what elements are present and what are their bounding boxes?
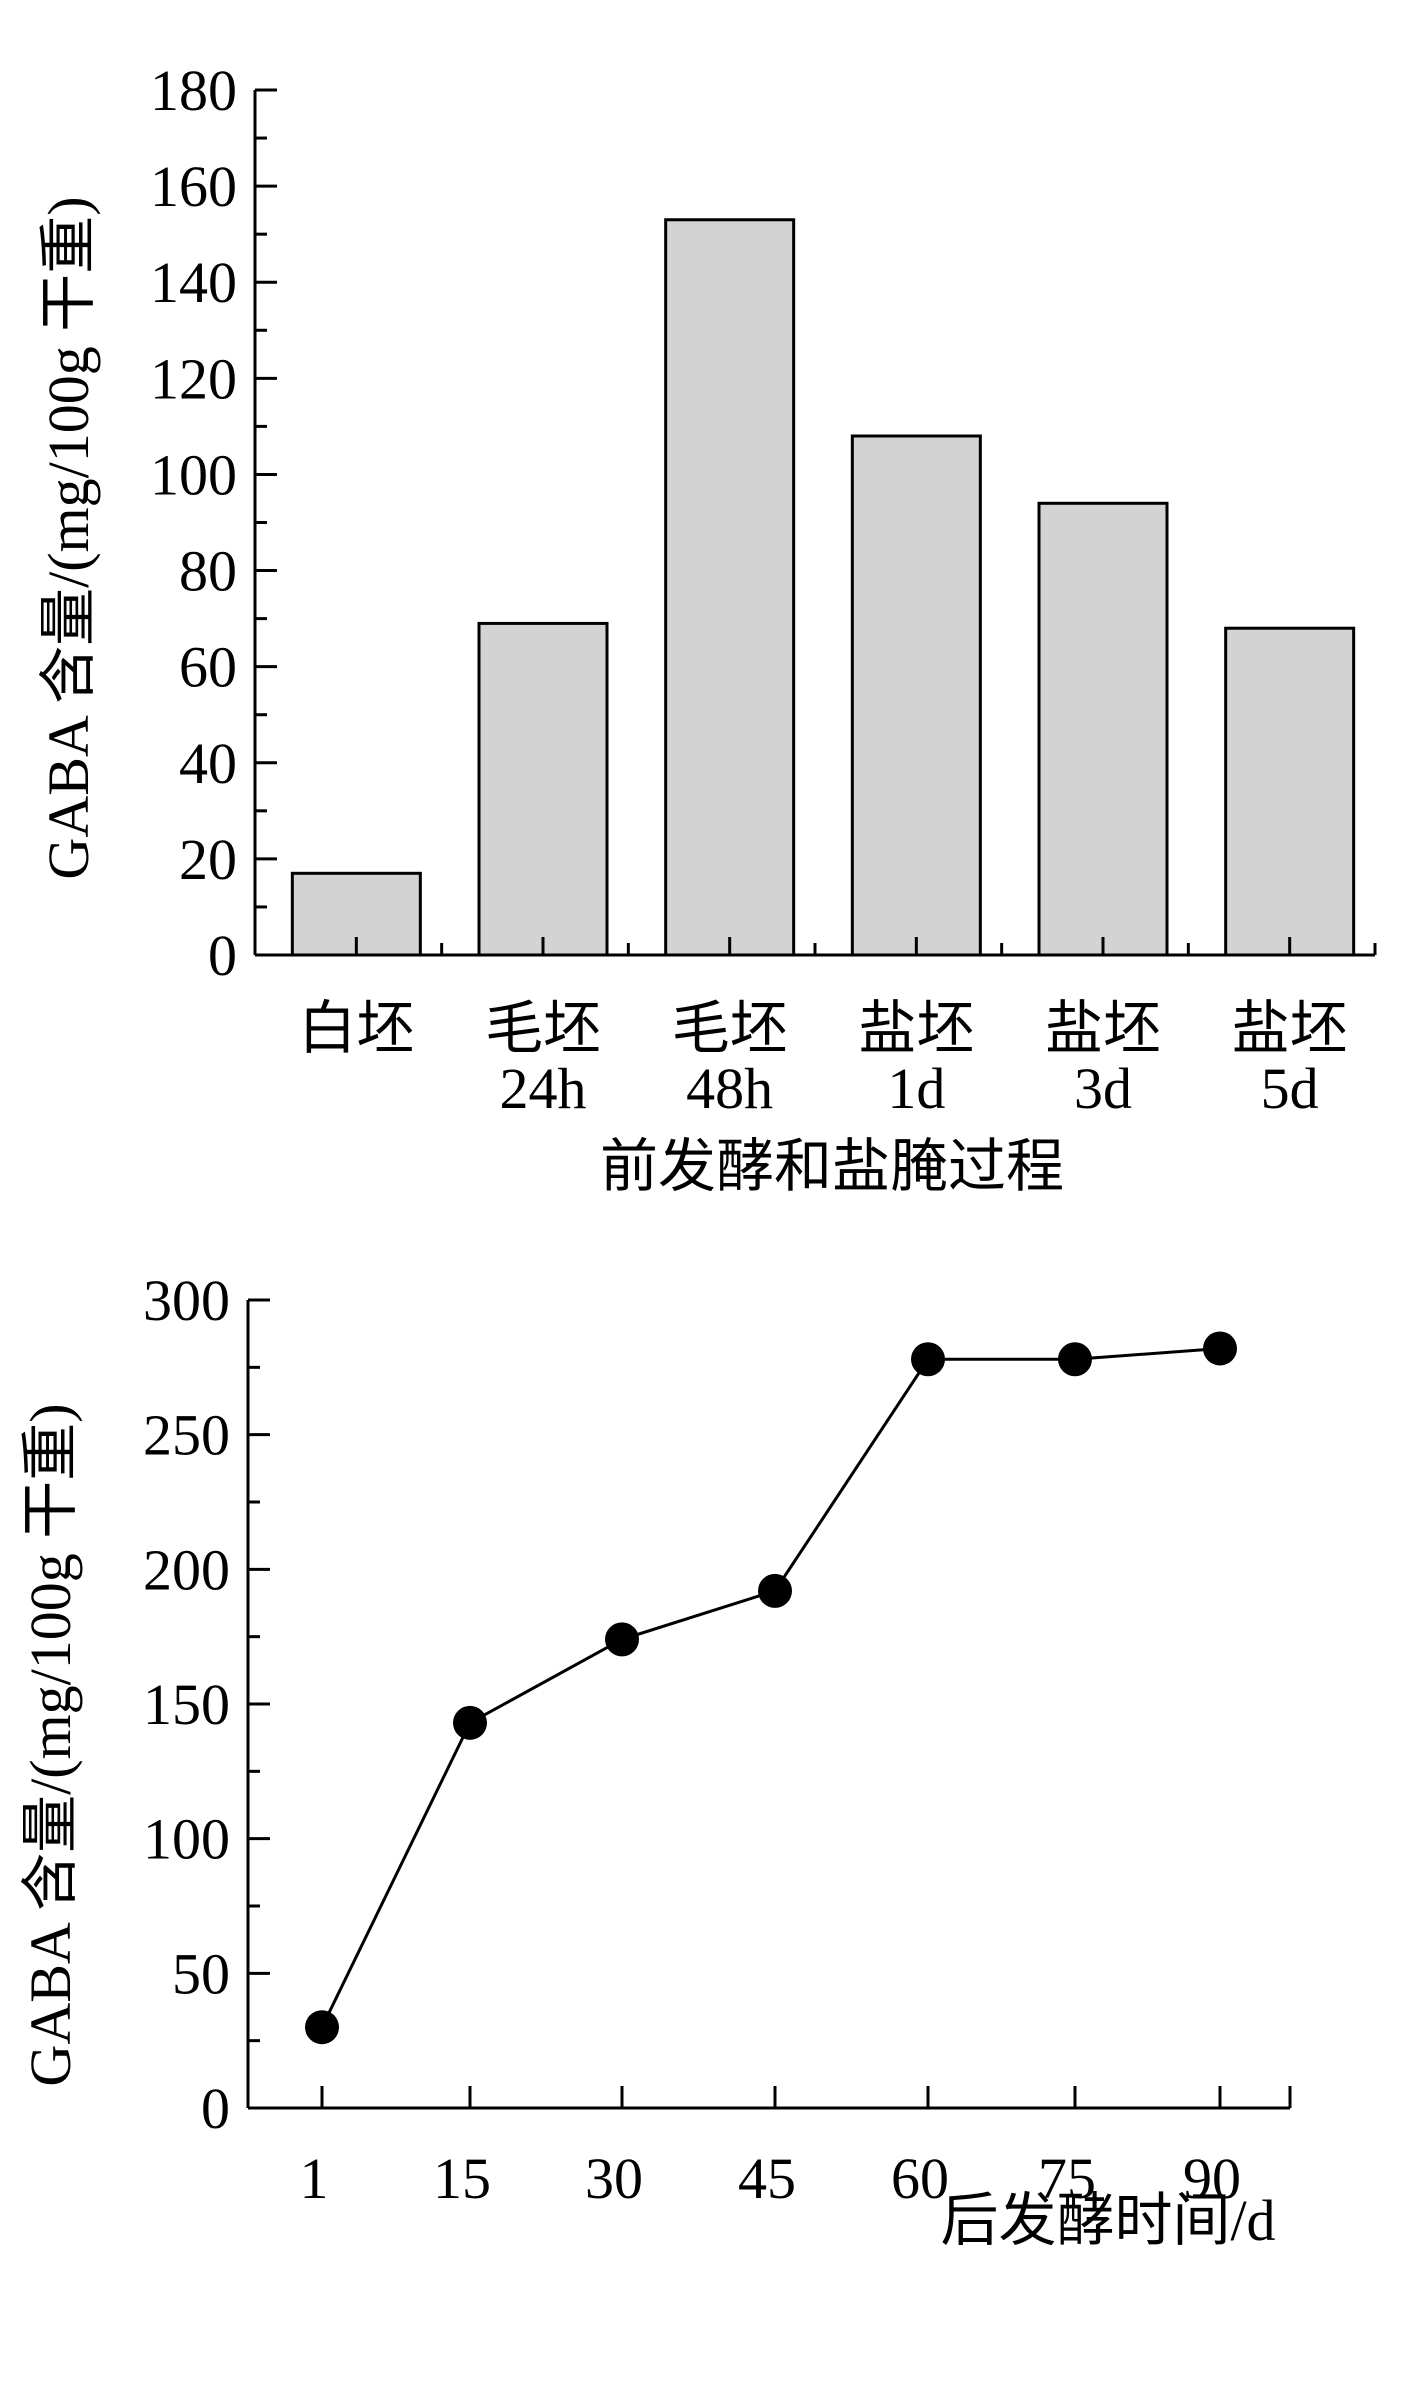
bar-chart-x-tick-label-line: 5d [1261, 1056, 1319, 1121]
bar-chart-x-tick-label: 盐坯 1d [858, 996, 974, 1121]
bar [1037, 501, 1169, 957]
bar-chart-x-tick-label: 盐坯 3d [1045, 996, 1161, 1121]
bar-chart-y-tick-label: 20 [179, 827, 237, 892]
bar-chart-y-tick-label: 100 [150, 442, 237, 507]
data-point [305, 2010, 339, 2045]
line-chart-x-tick-label: 75 [1038, 2146, 1096, 2211]
data-point [453, 1705, 487, 1740]
line-chart-y-axis-title: GABA 含量/(mg/100g 干重) [18, 1403, 83, 2086]
bar [477, 621, 609, 957]
line-chart-y-tick-label: 300 [143, 1268, 230, 1333]
series-line [320, 1346, 1221, 2028]
bar-chart-x-tick-label: 毛坯 48h [672, 996, 788, 1121]
data-point [758, 1573, 792, 1608]
bar-chart-x-tick-label: 盐坯 5d [1232, 996, 1348, 1121]
bar-chart-x-tick-label-line: 盐坯 [1045, 996, 1161, 1061]
data-point [911, 1342, 945, 1377]
line-chart-y-tick-label: 150 [143, 1672, 230, 1737]
bar [664, 218, 796, 957]
bar-chart-x-tick-label-line: 盐坯 [1232, 996, 1348, 1061]
bar-chart-x-tick-label-line: 48h [686, 1056, 773, 1121]
bar-chart-y-tick-label: 160 [150, 154, 237, 219]
bar-chart-y-tick-label: 180 [150, 58, 237, 123]
bar-chart-y-tick-label: 80 [179, 539, 237, 604]
line-chart-y-tick-label: 200 [143, 1537, 230, 1602]
bar-chart-x-tick-label-line: 毛坯 [485, 996, 601, 1061]
bar-chart-x-tick-label-line: 1d [887, 1056, 945, 1121]
line-chart: GABA 含量/(mg/100g 干重) 后发酵时间/d 0 50 100 150 20… [18, 1268, 1292, 2253]
line-chart-x-tick-label: 30 [585, 2146, 643, 2211]
data-point [1203, 1331, 1237, 1366]
line-chart-y-tick-label: 100 [143, 1807, 230, 1872]
bar [1224, 626, 1356, 957]
bar-chart-x-tick-label-line: 3d [1074, 1056, 1132, 1121]
line-chart-x-axis-title: 后发酵时间/d [940, 2188, 1275, 2253]
line-chart-x-tick-label: 90 [1183, 2146, 1241, 2211]
bar-chart-x-tick-label: 毛坯 24h [485, 996, 601, 1121]
bar-chart: GABA 含量/(mg/100g 干重) 前发酵和盐腌过程 0 20 40 60 80 1… [36, 58, 1377, 1199]
bar-chart-y-tick-label: 60 [179, 635, 237, 700]
bar-chart-x-tick-label-line: 盐坯 [858, 996, 974, 1061]
bar-chart-x-tick-label-line: 白坯 [298, 996, 414, 1061]
bar-chart-y-tick-label: 120 [150, 346, 237, 411]
line-chart-x-tick-label: 45 [738, 2146, 796, 2211]
data-point [1058, 1342, 1092, 1377]
data-point [605, 1622, 639, 1657]
line-chart-y-tick-label: 50 [172, 1941, 230, 2006]
bar [850, 434, 982, 957]
line-chart-x-tick-label: 15 [433, 2146, 491, 2211]
line-chart-x-tick-label: 60 [891, 2146, 949, 2211]
line-chart-y-tick-label: 250 [143, 1403, 230, 1468]
bar-chart-y-tick-label: 40 [179, 731, 237, 796]
bar-chart-x-tick-label-line: 毛坯 [672, 996, 788, 1061]
bar-chart-x-axis-title: 前发酵和盐腌过程 [600, 1134, 1064, 1199]
bar-chart-x-tick-label-line: 24h [500, 1056, 587, 1121]
line-chart-y-tick-label: 0 [201, 2076, 230, 2141]
bar-chart-y-tick-label: 140 [150, 250, 237, 315]
bar-chart-y-axis-title: GABA 含量/(mg/100g 干重) [36, 196, 101, 879]
bar-chart-y-tick-label: 0 [208, 923, 237, 988]
line-chart-x-tick-label: 1 [300, 2146, 329, 2211]
bar-chart-x-tick-label: 白坯 [298, 996, 414, 1061]
